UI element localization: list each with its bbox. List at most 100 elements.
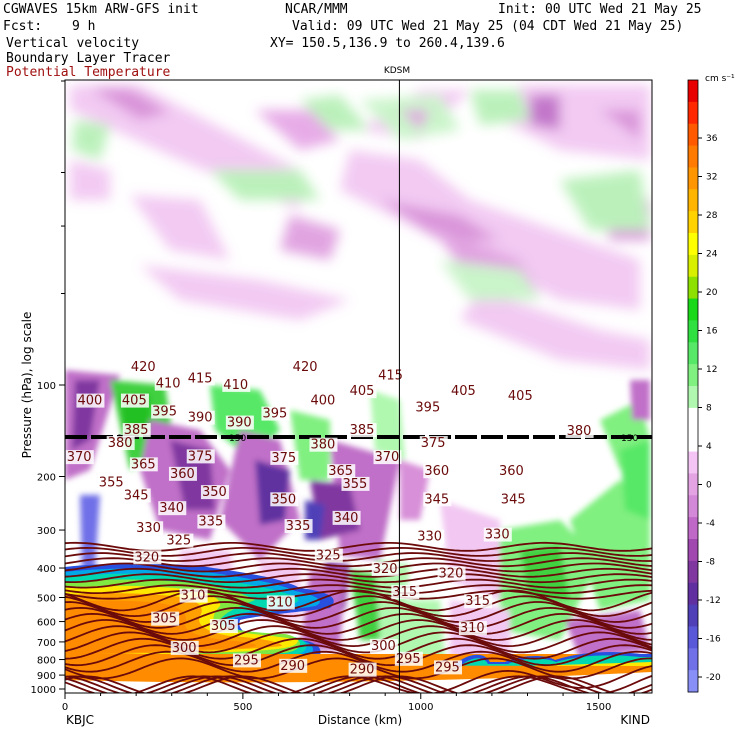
theta-label: 320 (439, 567, 464, 582)
theta-label-bg (348, 662, 377, 677)
theta-label: 310 (181, 589, 206, 604)
colorbar-label: -16 (706, 635, 721, 645)
colorbar-label: 20 (706, 288, 718, 298)
theta-label: 305 (211, 619, 236, 634)
theta-label: 320 (373, 562, 398, 577)
theta-label: 405 (350, 384, 375, 399)
theta-label-bg (391, 585, 420, 600)
colorbar-swatch (688, 604, 698, 627)
x-tick-label: 1000 (408, 702, 433, 713)
theta-label: 295 (234, 653, 259, 668)
model-title: CGWAVES 15km ARW-GFS init (3, 2, 199, 17)
colorbar-swatch (688, 364, 698, 387)
theta-label-bg (458, 621, 487, 636)
theta-label-bg (433, 660, 462, 675)
colorbar-label: 32 (706, 173, 717, 183)
theta-label: 300 (172, 641, 197, 656)
theta-label-bg (158, 501, 187, 516)
theta-contour-375 (65, 589, 652, 600)
field-potential-temperature: Potential Temperature (6, 65, 171, 80)
theta-contour-410 (65, 552, 652, 562)
theta-label-bg (437, 566, 466, 581)
colorbar-swatch (688, 473, 698, 496)
theta-label: 400 (310, 394, 335, 409)
theta-contour-290 (65, 675, 652, 693)
theta-label-bg (332, 510, 361, 525)
theta-label-bg (120, 393, 149, 408)
theta-label: 310 (460, 621, 485, 636)
forecast-label: Fcst: (3, 19, 43, 34)
theta-label-bg (133, 550, 162, 565)
tropopause-label-right: 150 (621, 434, 638, 444)
colorbar-swatch (688, 429, 698, 453)
theta-label-bg (369, 639, 398, 654)
theta-label: 365 (328, 464, 353, 479)
theta-label: 410 (156, 377, 181, 392)
colorbar-label: 24 (706, 250, 718, 260)
theta-label-bg (423, 492, 452, 507)
theta-label-bg (309, 393, 338, 408)
x-axis-title: Distance (km) (318, 713, 402, 727)
theta-label-bg (266, 595, 295, 610)
left-station-label: KBJC (66, 713, 94, 727)
theta-contour-325 (65, 644, 652, 667)
theta-label: 325 (316, 549, 341, 564)
init-time: Init: 00 UTC Wed 21 May 25 (498, 2, 702, 17)
theta-contour-380 (65, 584, 652, 594)
theta-label: 330 (417, 530, 442, 545)
field-boundary-layer-tracer: Boundary Layer Tracer (6, 51, 171, 66)
theta-contour-365 (65, 595, 652, 618)
theta-label-bg (377, 368, 406, 383)
theta-label: 390 (227, 416, 252, 431)
theta-label-bg (348, 384, 377, 399)
x-tick-label: 1500 (586, 702, 611, 713)
org-label: NCAR/MMM (285, 2, 348, 17)
y-tick-label: 1000 (31, 685, 56, 696)
theta-label-bg (373, 450, 402, 465)
colorbar-swatch (688, 298, 698, 321)
theta-contour-395 (65, 567, 652, 578)
theta-label-bg (270, 450, 299, 465)
theta-label-bg (506, 388, 535, 403)
colorbar-swatch (688, 211, 698, 234)
theta-contour-335 (65, 631, 652, 654)
colorbar-label: 0 (706, 481, 712, 491)
colorbar-label: 12 (706, 365, 717, 375)
theta-label: 350 (202, 485, 227, 500)
theta-label: 395 (415, 400, 440, 415)
theta-label-bg (151, 404, 180, 419)
colorbar-swatch (688, 276, 698, 300)
theta-label-bg (129, 360, 158, 375)
colorbar-swatch (688, 189, 698, 212)
vertical-velocity-colorbar: 36 32 28 24 20 16 12 8 4 0 -4 -8 -12 -16 -20 (687, 79, 721, 693)
theta-label: 380 (108, 436, 133, 451)
y-axis: 100 200 300 400 500 600 700 800 900 1000 (31, 80, 65, 696)
colorbar-frame (687, 79, 699, 693)
theta-label: 340 (334, 511, 359, 526)
theta-contour-355 (65, 606, 652, 629)
theta-label-bg (165, 533, 194, 548)
theta-label: 380 (567, 424, 592, 439)
theta-label-bg (261, 406, 290, 421)
theta-label-bg (122, 488, 151, 503)
potential-temperature-contours (65, 541, 652, 693)
x-tick-label: 500 (233, 702, 252, 713)
theta-label-bg (423, 464, 452, 479)
theta-label-bg (179, 588, 208, 603)
colorbar-swatch (688, 539, 698, 562)
theta-label-bg (270, 492, 299, 507)
theta-label: 405 (122, 394, 147, 409)
theta-label-bg (464, 594, 493, 609)
theta-label-bg (186, 410, 215, 425)
theta-label: 340 (159, 501, 184, 516)
theta-label: 375 (421, 436, 446, 451)
y-tick-label: 100 (37, 381, 56, 392)
theta-label-bg (225, 415, 254, 430)
theta-label: 315 (465, 594, 490, 609)
theta-label: 360 (170, 467, 195, 482)
theta-label: 305 (152, 612, 177, 627)
colorbar-swatch (688, 648, 698, 671)
plot-frame (64, 79, 653, 694)
theta-label-bg (151, 611, 180, 626)
